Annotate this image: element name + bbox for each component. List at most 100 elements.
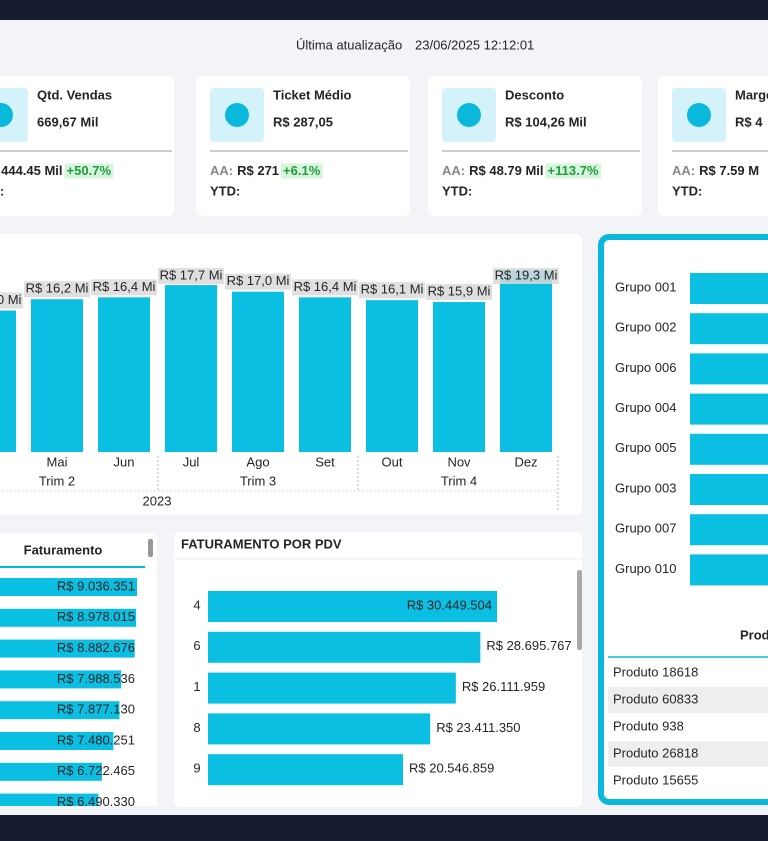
group-bar [690, 433, 768, 465]
group-label: Grupo 007 [615, 521, 676, 536]
group-bar [690, 474, 768, 505]
delta-bg [545, 163, 601, 179]
kpi-aa-value: R$ 271 [237, 163, 279, 178]
kpi-aa: AA: R$ 48.79 Mil +113.7% [442, 163, 599, 178]
bar [500, 270, 552, 452]
kpi-icon [0, 103, 13, 127]
kpi-ytd: YTD: [672, 183, 702, 198]
value-label: R$ 15,9 Mi [428, 283, 491, 298]
value-label: R$ 16,4 Mi [93, 279, 156, 294]
month-label: Set [315, 454, 335, 469]
bar [98, 297, 150, 452]
group-bar [690, 273, 768, 304]
kpi-aa: AA: R$ 7.59 M [672, 163, 759, 178]
kpi-aa: AA:444.45 Mil+50.7% [0, 163, 111, 178]
bar [366, 300, 418, 452]
month-label: Mai [47, 454, 68, 469]
category-label: 8 [193, 720, 200, 735]
bar [31, 299, 83, 452]
kpi-value: 669,67 Mil [37, 114, 98, 129]
scrollbar [577, 570, 582, 650]
kpi-aa-value: R$ 7.59 M [699, 163, 759, 178]
data-bar [0, 608, 137, 627]
category-label: 4 [193, 597, 200, 612]
kpi-title: Qtd. Vendas [37, 87, 112, 102]
kpi-icon-bg [0, 88, 28, 142]
data-bar [0, 762, 102, 781]
kpi-aa-label: AA: [210, 163, 233, 178]
table-value: R$ 7.988.536 [57, 671, 135, 686]
month-label: Out [382, 454, 403, 469]
year-label: 2023 [143, 493, 172, 508]
kpi-ytd: YTD: [210, 183, 240, 198]
category-label: 6 [193, 638, 200, 653]
group-label: Grupo 003 [615, 480, 676, 495]
category-label: 9 [193, 761, 200, 776]
table-value: R$ 7.480.251 [57, 732, 135, 747]
bar [208, 631, 481, 663]
value-label-bg [91, 279, 157, 296]
kpi-card [0, 76, 174, 216]
group-bar [690, 313, 768, 345]
group-bar [690, 554, 768, 586]
value-label: R$ 15,0 Mi [0, 292, 22, 307]
bar [433, 302, 485, 452]
data-bar [0, 670, 122, 689]
group-bar [690, 353, 768, 385]
kpi-value: R$ 104,26 Mil [505, 114, 587, 129]
month-label: Nov [447, 454, 471, 469]
quarter-label: Trim 3 [240, 473, 276, 488]
product-name: Produto 938 [613, 718, 684, 733]
table-clip [0, 806, 157, 815]
product-name: Produto 15655 [613, 772, 698, 787]
data-bar [0, 578, 137, 596]
value-label-bg [158, 268, 224, 284]
delta-bg [64, 163, 114, 179]
row-bg [608, 687, 768, 713]
table-value: R$ 8.978.015 [57, 609, 135, 624]
kpi-delta: +50.7% [67, 163, 112, 178]
kpi-icon [225, 103, 249, 127]
group-bar [690, 514, 768, 546]
table-value: R$ 8.882.676 [57, 640, 135, 655]
bar [208, 672, 456, 704]
kpi-title: Marge [735, 87, 768, 102]
data-bar [0, 639, 135, 658]
value-label: R$ 17,7 Mi [160, 267, 223, 282]
table-value: R$ 6.490.330 [57, 794, 135, 809]
group-label: Grupo 006 [615, 360, 676, 375]
month-label: Dez [514, 454, 537, 469]
table-value: R$ 9.036.351 [57, 578, 135, 593]
group-label: Grupo 005 [615, 440, 676, 455]
bar [208, 591, 497, 622]
kpi-aa-label: AA: [442, 163, 465, 178]
group-label: Grupo 010 [615, 561, 676, 576]
value-label: R$ 30.449.504 [407, 597, 492, 612]
month-label: Jul [183, 454, 200, 469]
kpi-aa-value: 444.45 Mil [1, 163, 62, 178]
bar [165, 285, 217, 452]
value-label-bg [493, 268, 559, 284]
kpi-ytd: YTD: [442, 183, 472, 198]
value-label-bg [225, 273, 291, 290]
value-label: R$ 28.695.767 [486, 638, 571, 653]
kpi-aa-value: R$ 48.79 Mil [469, 163, 543, 178]
kpi-icon [687, 103, 711, 127]
kpi-value: R$ 287,05 [273, 114, 333, 129]
product-header: Prod [740, 627, 768, 642]
value-label: R$ 23.411.350 [436, 720, 520, 735]
group-bar [690, 393, 768, 425]
data-bar [0, 701, 120, 720]
value-label-bg [0, 292, 23, 309]
value-label: R$ 17,0 Mi [227, 273, 290, 288]
value-label-bg [359, 282, 425, 299]
value-label-bg [292, 279, 358, 296]
update-label: Última atualização [296, 37, 402, 52]
quarter-label: Trim 4 [441, 473, 477, 488]
group-label: Grupo 004 [615, 400, 676, 415]
bar [0, 310, 16, 452]
table-header: Faturamento [24, 542, 103, 557]
kpi-ytd: YTD: [0, 183, 4, 198]
